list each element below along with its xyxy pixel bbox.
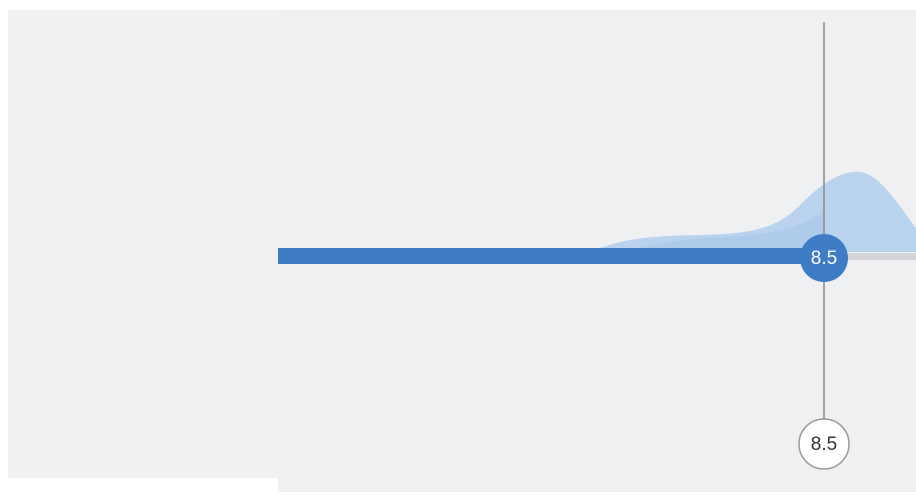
marker-label: 8.5 xyxy=(811,434,837,455)
slider-fill xyxy=(278,248,824,264)
marker-circle xyxy=(798,418,850,470)
slider-track xyxy=(824,253,916,260)
distribution-highlight xyxy=(640,210,824,252)
left-panel xyxy=(8,10,278,478)
handle-label: 8.5 xyxy=(811,248,837,269)
handle-circle[interactable] xyxy=(800,234,848,282)
slider-handle[interactable]: 8.5 xyxy=(800,234,848,282)
distribution-area xyxy=(600,171,916,252)
